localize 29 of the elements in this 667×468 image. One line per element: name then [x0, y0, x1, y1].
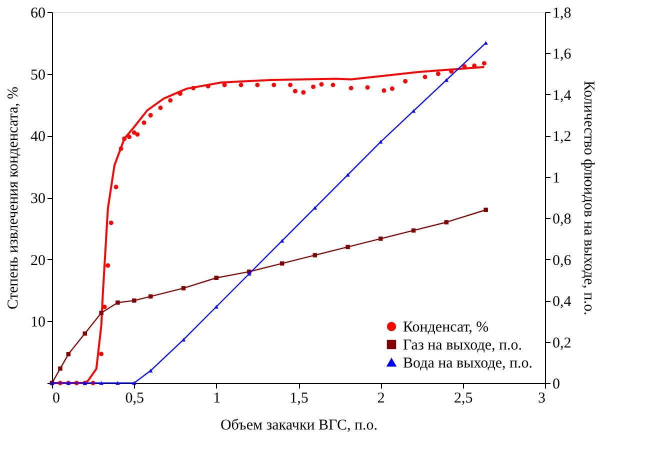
x-tick-label: 3 — [538, 390, 546, 406]
y2-axis-title: Количество флюидов на выходе, п.о. — [580, 80, 596, 316]
y2-tick-label: 0,2 — [552, 335, 572, 352]
y-tick-label: 20 — [30, 252, 46, 269]
y-tick-label: 10 — [30, 314, 46, 331]
x-tick-label: 1,5 — [290, 390, 308, 406]
y2-tick-label: 0 — [552, 376, 560, 392]
y2-tick-label: 0,6 — [552, 252, 572, 269]
x-tick-label: 0,5 — [125, 390, 144, 406]
x-tick-label: 0 — [52, 390, 60, 406]
legend-label: Вода на выходе, п.о. — [403, 356, 533, 372]
y-tick-label: 50 — [30, 67, 46, 84]
y2-tick-label: 1,8 — [552, 6, 572, 22]
y-tick-label: 40 — [30, 129, 46, 146]
y2-tick-label: 1 — [552, 170, 560, 186]
y2-tick-label: 0,4 — [552, 294, 572, 310]
legend-label: Конденсат, % — [403, 320, 489, 336]
y-tick-label: 60 — [30, 6, 46, 22]
x-tick-label: 2 — [377, 390, 385, 406]
y2-tick-label: 1,4 — [552, 88, 572, 104]
x-tick-label: 2,5 — [454, 390, 473, 406]
x-tick-label: 1 — [213, 390, 221, 406]
y2-tick-label: 1,6 — [552, 46, 572, 63]
y-axis-title: Степень извлечения конденсата, % — [6, 86, 22, 310]
y2-tick-label: 0,8 — [552, 212, 572, 228]
y2-tick-label: 1,2 — [552, 129, 572, 146]
legend-label: Газ на выходе, п.о. — [403, 338, 522, 354]
y-tick-label: 30 — [30, 191, 46, 207]
x-axis-title: Объем закачки ВГС, п.о. — [220, 418, 378, 434]
